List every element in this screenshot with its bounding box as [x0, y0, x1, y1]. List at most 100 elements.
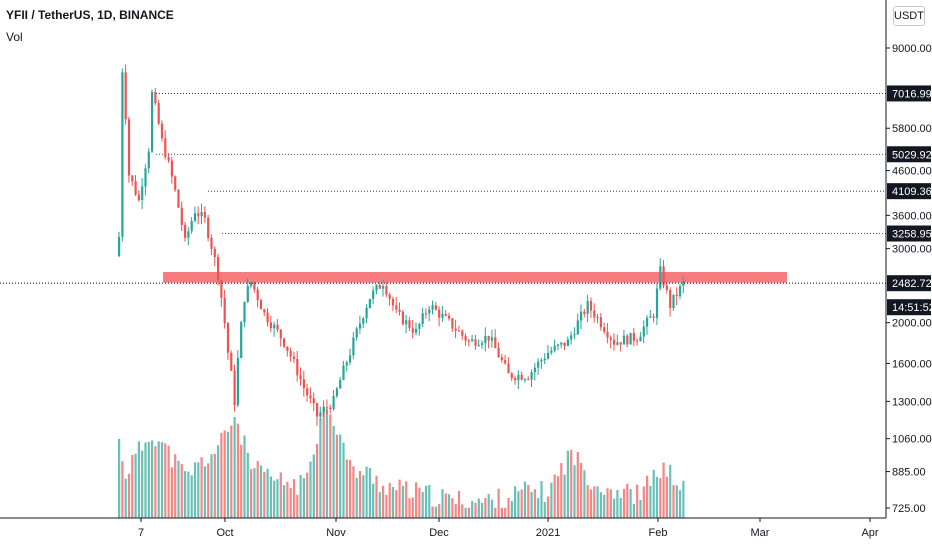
- candle-body: [609, 337, 612, 340]
- candle-body: [500, 357, 503, 361]
- candle-body: [246, 285, 249, 302]
- volume-bar: [177, 460, 180, 518]
- candle-body: [560, 342, 563, 345]
- candle-body: [286, 346, 289, 351]
- volume-bar: [454, 503, 457, 518]
- volume-bar: [421, 491, 424, 518]
- candle-body: [273, 324, 276, 329]
- candle-body: [520, 374, 523, 380]
- volume-bar: [197, 462, 200, 518]
- candle-body: [296, 359, 299, 376]
- volume-bar: [223, 430, 226, 518]
- volume-bar: [424, 485, 428, 518]
- candle-body: [276, 324, 279, 330]
- candle-body: [309, 395, 312, 399]
- candle-body: [481, 343, 484, 345]
- volume-bar: [213, 453, 216, 518]
- volume-bar: [329, 414, 332, 518]
- candle-body: [438, 309, 441, 318]
- volume-bar: [547, 496, 550, 518]
- candle-body: [523, 379, 527, 381]
- volume-bar: [659, 478, 662, 518]
- candle-body: [217, 257, 220, 281]
- price-tag-label: 4109.36: [892, 186, 932, 198]
- volume-bar: [586, 485, 589, 518]
- price-tick-label: 885.00: [892, 467, 926, 479]
- candle-body: [160, 123, 164, 139]
- volume-bar: [520, 489, 523, 518]
- candle-body: [583, 311, 586, 314]
- candle-body: [471, 339, 474, 342]
- volume-bar: [286, 481, 289, 518]
- candle-body: [203, 211, 206, 218]
- candle-body: [636, 340, 639, 342]
- volume-bar: [230, 425, 233, 518]
- volume-bar: [682, 480, 685, 518]
- candle-body: [177, 189, 180, 208]
- candle-body: [596, 317, 599, 319]
- candle-body: [642, 326, 645, 337]
- volume-bar: [434, 506, 437, 518]
- volume-bar: [124, 478, 127, 518]
- candle-body: [421, 313, 424, 325]
- candle-body: [187, 231, 190, 238]
- candle-body: [454, 328, 457, 331]
- candle-body: [599, 317, 602, 328]
- volume-bar: [302, 478, 305, 518]
- price-axis[interactable]: 9000.00 7016.99 5800.00 5029.92 4600.00 4109.…: [885, 0, 932, 518]
- candle-body: [655, 288, 659, 318]
- volume-bar: [289, 488, 292, 518]
- price-tick-label: 725.00: [892, 503, 926, 515]
- volume-bar: [362, 475, 365, 518]
- volume-bar: [428, 485, 431, 518]
- volume-bar: [365, 466, 368, 518]
- candle-body: [428, 309, 431, 314]
- candle-body: [444, 313, 447, 316]
- candle-body: [662, 266, 665, 286]
- price-tick-label: 1060.00: [892, 434, 932, 446]
- price-tick-label: 4600.00: [892, 166, 932, 178]
- candles: [118, 64, 685, 426]
- volume-bar: [523, 481, 527, 518]
- volume-bar: [266, 468, 269, 518]
- volume-bar: [613, 498, 616, 518]
- candle-body: [576, 320, 579, 335]
- volume-bar: [118, 438, 121, 518]
- volume-bar: [553, 474, 556, 518]
- price-tick-label: 5800.00: [892, 123, 932, 135]
- candle-body: [550, 350, 553, 353]
- currency-button[interactable]: USDT: [893, 6, 925, 26]
- volume-bar: [401, 485, 404, 518]
- volume-bar: [276, 479, 279, 518]
- volume-bar: [662, 462, 665, 518]
- volume-bar: [646, 475, 649, 518]
- candle-body: [431, 305, 434, 310]
- candle-body: [527, 379, 530, 381]
- volume-bar: [636, 484, 639, 518]
- candle-body: [137, 194, 140, 201]
- volume-bar: [200, 457, 203, 518]
- volume-bar: [563, 474, 566, 518]
- volume-bar: [471, 501, 474, 518]
- volume-bar: [527, 484, 530, 518]
- candle-body: [375, 285, 378, 291]
- time-axis[interactable]: 7 Oct Nov Dec 2021 Feb Mar Apr: [0, 517, 886, 539]
- volume-bar: [444, 493, 447, 518]
- candle-body: [566, 339, 569, 347]
- volume-bar: [494, 507, 497, 518]
- candle-body: [497, 348, 500, 358]
- candle-body: [269, 322, 272, 329]
- volume-bar: [167, 445, 170, 518]
- volume-bar: [273, 480, 276, 518]
- candle-body: [613, 339, 616, 345]
- volume-bar: [236, 423, 239, 518]
- candle-body: [649, 316, 652, 318]
- volume-bar: [556, 476, 560, 518]
- volume-bar: [309, 461, 312, 518]
- candle-body: [345, 362, 348, 366]
- candle-body: [405, 320, 408, 325]
- candle-body: [487, 335, 490, 341]
- candle-body: [378, 285, 381, 289]
- volume-bar: [533, 489, 536, 518]
